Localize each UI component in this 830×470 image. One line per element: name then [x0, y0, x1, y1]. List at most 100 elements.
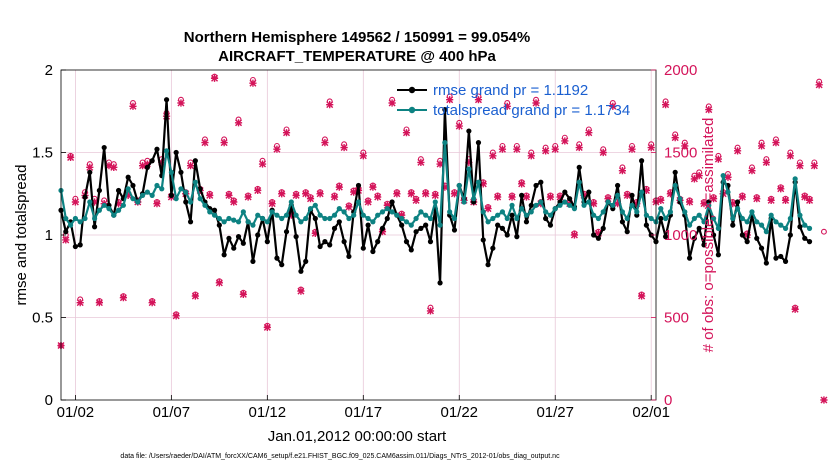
totalspread-point: [514, 215, 520, 222]
rmse-point: [125, 174, 131, 180]
rmse-point: [279, 262, 285, 268]
obs-assimilated-glyph: [777, 185, 785, 193]
totalspread-point: [72, 215, 78, 222]
rmse-point: [370, 248, 376, 255]
totalspread-point: [298, 219, 304, 225]
obs-assimilated-glyph: [412, 196, 420, 204]
obs-assimilated-glyph: [340, 143, 348, 152]
obs-assimilated-point: [172, 312, 180, 320]
rmse-point: [101, 144, 107, 151]
obs-assimilated-point: [254, 186, 262, 195]
totalspread-point: [111, 212, 117, 218]
obs-assimilated-glyph: [297, 287, 305, 295]
rmse-point: [538, 179, 544, 185]
obs-assimilated-point: [282, 129, 291, 137]
obs-assimilated-point: [489, 152, 497, 160]
totalspread-point: [456, 182, 462, 189]
rmse-point: [562, 189, 568, 195]
rmse-point: [365, 222, 371, 228]
obs-assimilated-point: [498, 145, 507, 153]
obs-assimilated-glyph: [532, 99, 540, 107]
totalspread-point: [135, 199, 141, 205]
rmse-point: [495, 222, 501, 228]
obs-assimilated-point: [230, 198, 238, 206]
obs-assimilated-point: [666, 190, 674, 198]
rmse-point: [619, 219, 626, 225]
totalspread-point: [533, 202, 539, 208]
obs-assimilated-point: [393, 190, 401, 198]
obs-assimilated-point: [335, 183, 343, 191]
obs-assimilated-glyph: [705, 106, 713, 114]
obs-assimilated-point: [350, 188, 358, 196]
obs-assimilated-glyph: [455, 122, 463, 130]
totalspread-point: [221, 219, 227, 225]
obs-assimilated-point: [700, 200, 708, 208]
obs-assimilated-point: [647, 143, 655, 152]
rmse-point: [643, 222, 650, 228]
y-right-tick-label: 500: [664, 310, 689, 327]
obs-assimilated-point: [614, 200, 622, 208]
obs-assimilated-glyph: [474, 96, 483, 104]
rmse-point: [778, 253, 784, 260]
totalspread-point: [471, 196, 477, 202]
obs-assimilated-point: [345, 203, 353, 211]
totalspread-point: [451, 215, 458, 222]
obs-assimilated-glyph: [546, 193, 555, 201]
totalspread-point: [101, 202, 107, 208]
obs-assimilated-point: [244, 193, 252, 201]
obs-assimilated-glyph: [393, 190, 401, 198]
rmse-point: [346, 253, 352, 260]
obs-assimilated-glyph: [489, 152, 497, 160]
obs-assimilated-glyph: [796, 162, 804, 170]
obs-assimilated-point: [297, 287, 305, 295]
obs-assimilated-glyph: [494, 193, 502, 201]
totalspread-point: [351, 212, 357, 218]
obs-assimilated-point: [66, 153, 75, 162]
totalspread-point: [528, 209, 534, 215]
totalspread-point: [413, 215, 419, 222]
totalspread-point: [495, 212, 501, 218]
obs-assimilated-glyph: [590, 200, 598, 208]
totalspread-point: [327, 215, 333, 222]
totalspread-point: [192, 179, 198, 185]
totalspread-point: [293, 212, 299, 218]
obs-assimilated-glyph: [172, 312, 180, 320]
rmse-point: [591, 232, 597, 238]
obs-assimilated-glyph: [210, 74, 219, 82]
totalspread-point: [125, 186, 131, 192]
totalspread-point: [538, 199, 544, 205]
totalspread-point: [672, 182, 678, 189]
rmse-point: [115, 187, 122, 194]
obs-assimilated-glyph: [268, 200, 276, 208]
obs-assimilated-glyph: [119, 294, 127, 302]
obs-assimilated-point: [359, 152, 367, 160]
totalspread-point: [279, 215, 285, 222]
totalspread-point: [63, 215, 69, 222]
obs-assimilated-glyph: [316, 190, 324, 198]
obs-assimilated-glyph: [441, 183, 449, 191]
obs-assimilated-glyph: [729, 200, 737, 208]
legend-spread-marker: [408, 106, 416, 114]
rmse-point: [586, 189, 592, 195]
obs-assimilated-point: [225, 191, 233, 199]
totalspread-point: [591, 212, 597, 218]
totalspread-point: [773, 219, 779, 225]
obs-assimilated-point: [326, 101, 334, 109]
obs-assimilated-glyph: [522, 193, 531, 201]
totalspread-point: [341, 209, 347, 215]
obs-assimilated-point: [369, 183, 377, 191]
series-layer: [58, 97, 813, 286]
obs-assimilated-glyph: [542, 147, 550, 155]
obs-assimilated-point: [724, 173, 732, 181]
y-right-tick-label: 1500: [664, 145, 697, 162]
rmse-point: [490, 245, 496, 251]
obs-assimilated-point: [378, 228, 387, 236]
obs-assimilated-glyph: [239, 290, 247, 298]
rmse-point: [255, 232, 261, 238]
obs-assimilated-point: [518, 180, 526, 188]
totalspread-point: [475, 179, 482, 185]
obs-assimilated-point: [690, 175, 698, 183]
obs-assimilated-point: [114, 200, 123, 208]
totalspread-point: [235, 219, 242, 225]
footer-data-file: data file: /Users/raeder/DAI/ATM_forcXX/…: [120, 453, 560, 460]
